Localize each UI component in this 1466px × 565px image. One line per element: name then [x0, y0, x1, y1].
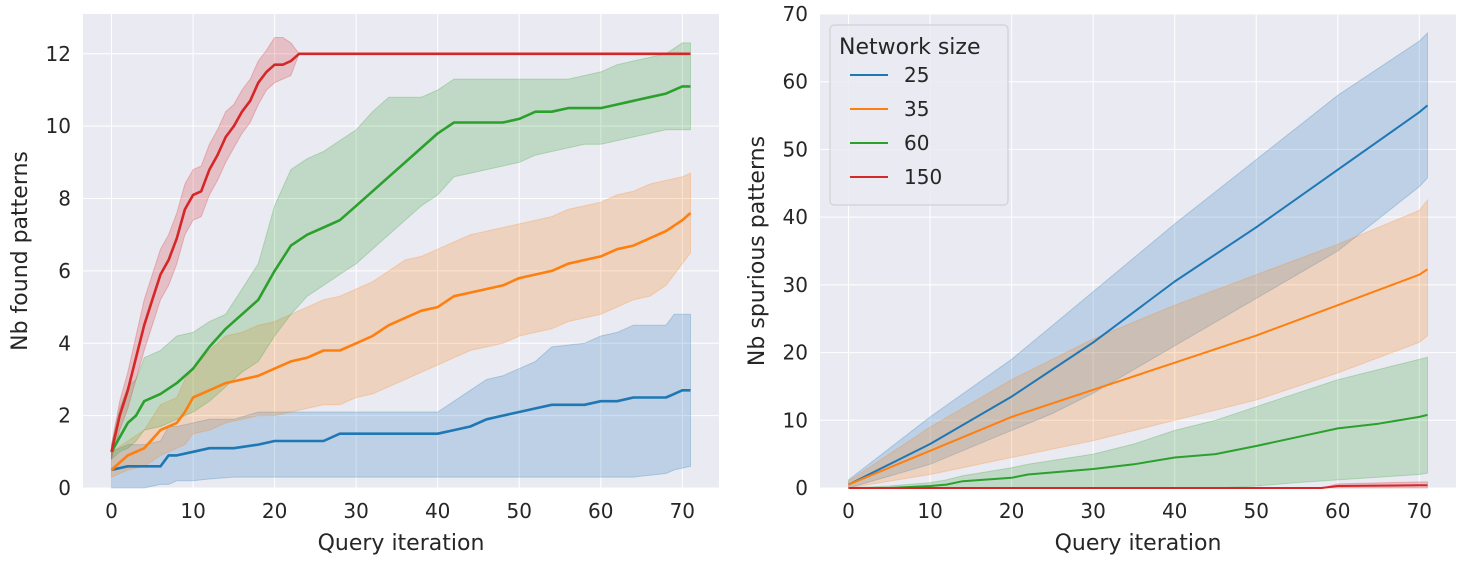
x-tick-label: 40: [1162, 499, 1187, 523]
legend: Network size 25 35 60 150: [829, 24, 1009, 206]
line-series-60: [848, 413, 1428, 489]
line-series-25: [848, 104, 1429, 486]
series-lines: [110, 52, 692, 472]
right-x-axis-label: Query iteration: [1055, 531, 1222, 556]
x-tick-label: 10: [180, 499, 205, 523]
left-plot: 0 10 20 30 40 50 60 70 0 2 4 6 8 10 12 Query iteration…: [8, 14, 719, 556]
tick-labels: 0 10 20 30 40 50 60 70 0 2 4 6 8 10 12: [46, 42, 695, 523]
x-tick-label: 0: [842, 499, 855, 523]
band-series-35: [111, 172, 691, 478]
y-tick-label: 6: [58, 259, 71, 283]
x-tick-label: 70: [1407, 499, 1432, 523]
y-tick-label: 8: [58, 187, 71, 211]
x-tick-label: 40: [425, 499, 450, 523]
band-series-35: [848, 198, 1428, 489]
x-tick-label: 50: [507, 499, 532, 523]
y-tick-label: 20: [783, 341, 808, 365]
y-tick-label: 0: [795, 476, 808, 500]
y-tick-label: 50: [783, 137, 808, 161]
y-tick-label: 60: [783, 70, 808, 94]
legend-label-150: 150: [904, 165, 942, 189]
tick-labels: 0 10 20 30 40 50 60 70 0 10 20 30 40 50 60 70: [783, 2, 1432, 523]
y-tick-label: 40: [783, 205, 808, 229]
right-plot: 0 10 20 30 40 50 60 70 0 10 20 30 40 50 60 70 Query ite…: [745, 2, 1456, 556]
y-tick-label: 70: [783, 2, 808, 26]
x-tick-label: 0: [105, 499, 118, 523]
line-series-150: [110, 52, 691, 453]
left-x-axis-label: Query iteration: [318, 531, 485, 556]
x-tick-label: 30: [343, 499, 368, 523]
x-tick-label: 20: [262, 499, 287, 523]
x-tick-label: 60: [588, 499, 613, 523]
y-tick-label: 4: [58, 331, 71, 355]
x-tick-label: 70: [670, 499, 695, 523]
confidence-bands: [111, 37, 691, 489]
legend-label-60: 60: [904, 131, 929, 155]
legend-box: [829, 24, 1009, 206]
x-tick-label: 60: [1325, 499, 1350, 523]
legend-label-25: 25: [904, 63, 929, 87]
y-tick-label: 0: [58, 476, 71, 500]
series-lines: [848, 104, 1429, 489]
x-tick-label: 50: [1244, 499, 1269, 523]
right-y-axis-label: Nb spurious patterns: [745, 136, 770, 366]
y-tick-label: 12: [46, 42, 71, 66]
y-tick-label: 30: [783, 273, 808, 297]
y-tick-label: 10: [46, 114, 71, 138]
y-tick-label: 2: [58, 404, 71, 428]
line-series-150: [848, 484, 1428, 489]
x-tick-label: 20: [999, 499, 1024, 523]
legend-title: Network size: [839, 35, 981, 60]
legend-label-35: 35: [904, 97, 929, 121]
line-series-25: [111, 388, 691, 472]
band-series-60: [111, 42, 691, 461]
line-series-35: [848, 268, 1429, 486]
y-tick-label: 10: [783, 408, 808, 432]
band-series-25: [848, 31, 1428, 489]
x-tick-label: 30: [1080, 499, 1105, 523]
left-y-axis-label: Nb found patterns: [8, 151, 33, 351]
x-tick-label: 10: [917, 499, 942, 523]
line-series-60: [110, 85, 691, 453]
line-series-35: [110, 212, 692, 471]
